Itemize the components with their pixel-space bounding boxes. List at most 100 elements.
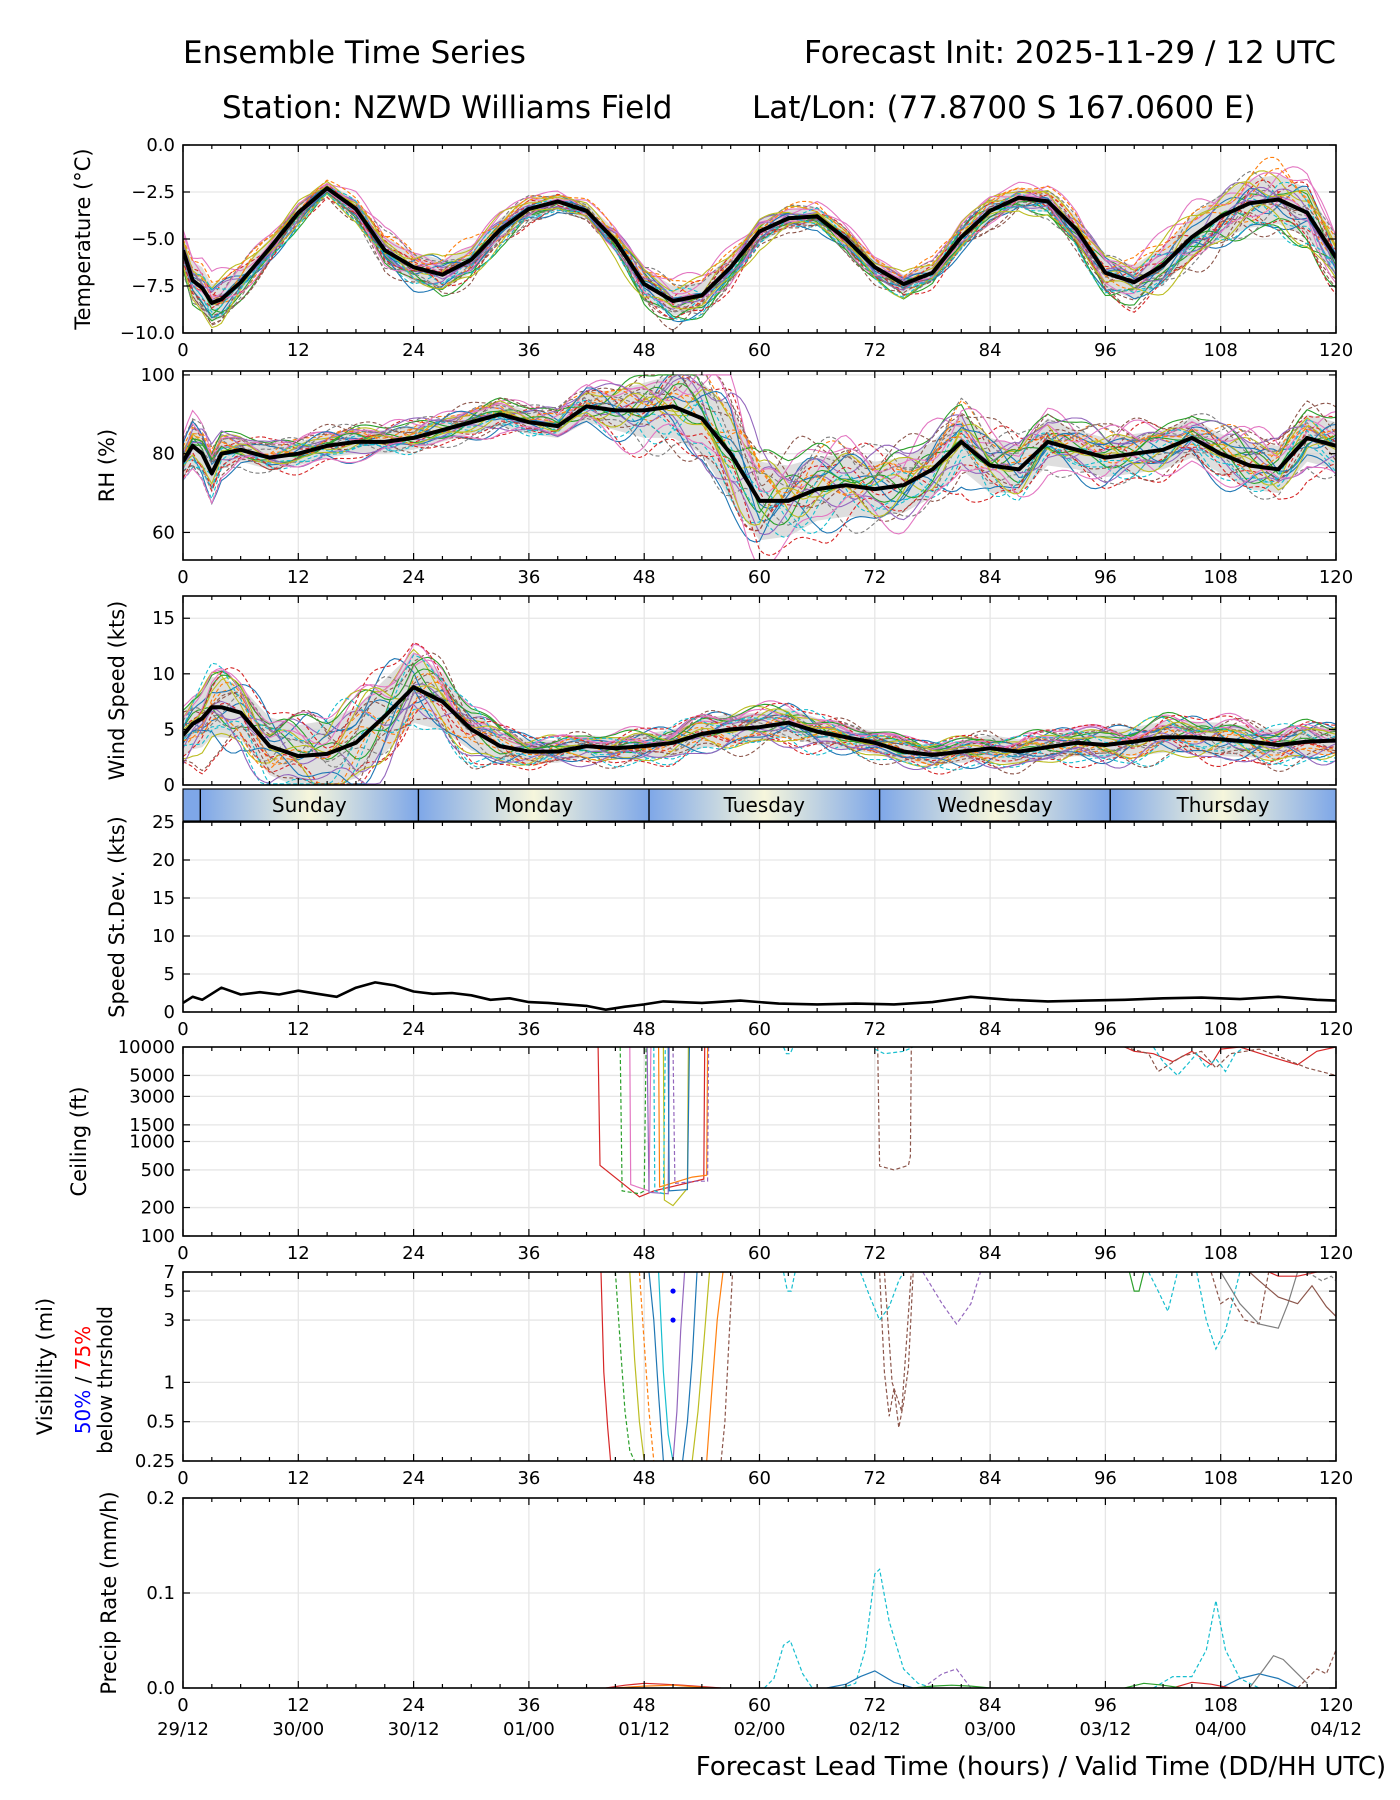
valid-time-label: 01/00 (503, 1719, 555, 1740)
x-tick-label: 120 (1319, 1019, 1353, 1040)
vis-member-trace (859, 1272, 905, 1322)
x-tick-label: 36 (517, 1695, 540, 1716)
y-tick-label: 5 (164, 1281, 175, 1302)
vis-75pct-label: 75% (71, 1326, 95, 1370)
y-tick-label: 3 (164, 1310, 175, 1331)
precip-y-axis-label: Precip Rate (mm/h) (97, 1491, 121, 1694)
sdev-y-axis-label: Speed St.Dev. (kts) (105, 816, 129, 1018)
valid-time-label: 30/00 (272, 1719, 324, 1740)
y-tick-label: 5 (164, 719, 175, 740)
x-tick-label: 72 (863, 1468, 886, 1489)
precip-plot-area (605, 1568, 1336, 1688)
y-tick-label: 5000 (129, 1065, 175, 1086)
y-tick-label: 5 (164, 964, 175, 985)
rh-member-trace (183, 404, 1336, 531)
x-tick-label: 24 (402, 340, 425, 361)
temp-member-trace (183, 189, 1336, 305)
x-tick-label: 60 (748, 1468, 771, 1489)
x-tick-label: 96 (1094, 1695, 1117, 1716)
vis-threshold-marker (670, 1317, 676, 1323)
vis-member-trace (648, 1272, 664, 1461)
valid-time-label: 04/00 (1195, 1719, 1247, 1740)
x-tick-label: 48 (633, 1019, 656, 1040)
y-tick-label: 15 (152, 888, 175, 909)
valid-time-labels: 29/12 30/00 30/12 01/00 01/12 02/00 02/12 03/00… (157, 1719, 1362, 1740)
x-tick-label: 12 (287, 340, 310, 361)
day-band-cell (200, 789, 419, 821)
figure-title: Ensemble Time Series (183, 35, 526, 71)
precip-member-trace (1297, 1649, 1336, 1688)
vis-member-trace (691, 1272, 711, 1461)
vis-member-trace (1210, 1272, 1270, 1325)
x-tick-label: 96 (1094, 340, 1117, 361)
x-tick-label: 96 (1094, 567, 1117, 588)
x-tick-label: 72 (863, 1695, 886, 1716)
x-tick-label: 84 (979, 1019, 1002, 1040)
y-tick-label: 0.5 (146, 1412, 175, 1433)
temp-member-trace (183, 192, 1336, 321)
wind-plot-area (183, 641, 1336, 785)
precip-member-trace (605, 1682, 722, 1688)
x-tick-label: 48 (633, 340, 656, 361)
precip-panel: 0 12 24 36 48 60 72 84 96 108 120 0.0 0.1 0.2 Precip R… (97, 1488, 1353, 1716)
wind-member-trace (183, 690, 1336, 785)
precip-member-trace (1249, 1654, 1308, 1688)
vis-member-trace (1306, 1272, 1336, 1282)
wind-member-trace (183, 652, 1336, 754)
x-tick-label: 96 (1094, 1468, 1117, 1489)
vis-member-trace (658, 1272, 674, 1461)
x-tick-label: 36 (517, 340, 540, 361)
x-tick-label: 48 (633, 1243, 656, 1264)
vis-panel: 0 12 24 36 48 60 72 84 96 108 120 0.25 0.5 1 3 57 Visibi… (33, 1262, 1353, 1489)
temp-member-trace (183, 171, 1336, 304)
y-tick-label: 0.1 (146, 1583, 175, 1604)
ceiling-member-trace (1124, 1047, 1336, 1066)
x-tick-label: 0 (177, 340, 188, 361)
station-latlon: Lat/Lon: (77.8700 S 167.0600 E) (752, 90, 1256, 126)
wind-member-trace (183, 692, 1336, 785)
ceiling-plot-area (597, 1047, 1336, 1207)
y-tick-label: −10.0 (120, 323, 175, 344)
y-tick-label: 10000 (118, 1037, 175, 1058)
y-tick-label: 0 (164, 1002, 175, 1023)
rh-member-trace (183, 412, 1336, 535)
forecast-init: Forecast Init: 2025-11-29 / 12 UTC (804, 35, 1336, 71)
y-tick-label: −5.0 (131, 229, 175, 250)
x-tick-label: 96 (1094, 1243, 1117, 1264)
valid-time-label: 02/12 (849, 1719, 901, 1740)
rh-member-trace (183, 398, 1336, 532)
x-tick-label: 0 (177, 1468, 188, 1489)
rh-member-trace (183, 415, 1336, 560)
y-tick-label: 0.0 (146, 1678, 175, 1699)
wind-member-trace (183, 677, 1336, 755)
valid-time-label: 30/12 (388, 1719, 440, 1740)
valid-time-label: 03/00 (964, 1719, 1016, 1740)
temp-ensemble-mean (183, 186, 1336, 305)
rh-member-trace (183, 399, 1336, 529)
wind-member-trace (183, 681, 1336, 765)
vis-50pct-label: 50% (71, 1390, 95, 1434)
x-tick-label: 108 (1204, 1019, 1238, 1040)
y-tick-label: 25 (152, 812, 175, 833)
day-band-frame (182, 788, 1337, 822)
vis-member-trace (1128, 1272, 1145, 1292)
temp-member-trace (183, 192, 1336, 319)
wind-member-trace (183, 676, 1336, 768)
ceiling-member-trace (597, 1047, 706, 1198)
precip-member-trace (826, 1670, 914, 1688)
x-tick-label: 72 (863, 340, 886, 361)
x-tick-label: 108 (1204, 1243, 1238, 1264)
x-tick-label: 108 (1204, 340, 1238, 361)
wind-member-trace (183, 717, 1336, 785)
x-tick-label: 0 (177, 567, 188, 588)
rh-panel: 0 12 24 36 48 60 72 84 96 108 120 60 80 100 RH (%) (95, 365, 1353, 588)
vis-member-trace (629, 1272, 649, 1461)
precip-member-trace (1153, 1600, 1260, 1688)
ceiling-member-trace (667, 1047, 690, 1192)
temp-member-trace (183, 196, 1336, 331)
precip-member-trace (1220, 1673, 1298, 1688)
y-tick-label: 100 (141, 1226, 175, 1247)
ceiling-member-trace (619, 1047, 647, 1195)
y-tick-label: −2.5 (131, 182, 175, 203)
valid-time-label: 04/12 (1310, 1719, 1362, 1740)
